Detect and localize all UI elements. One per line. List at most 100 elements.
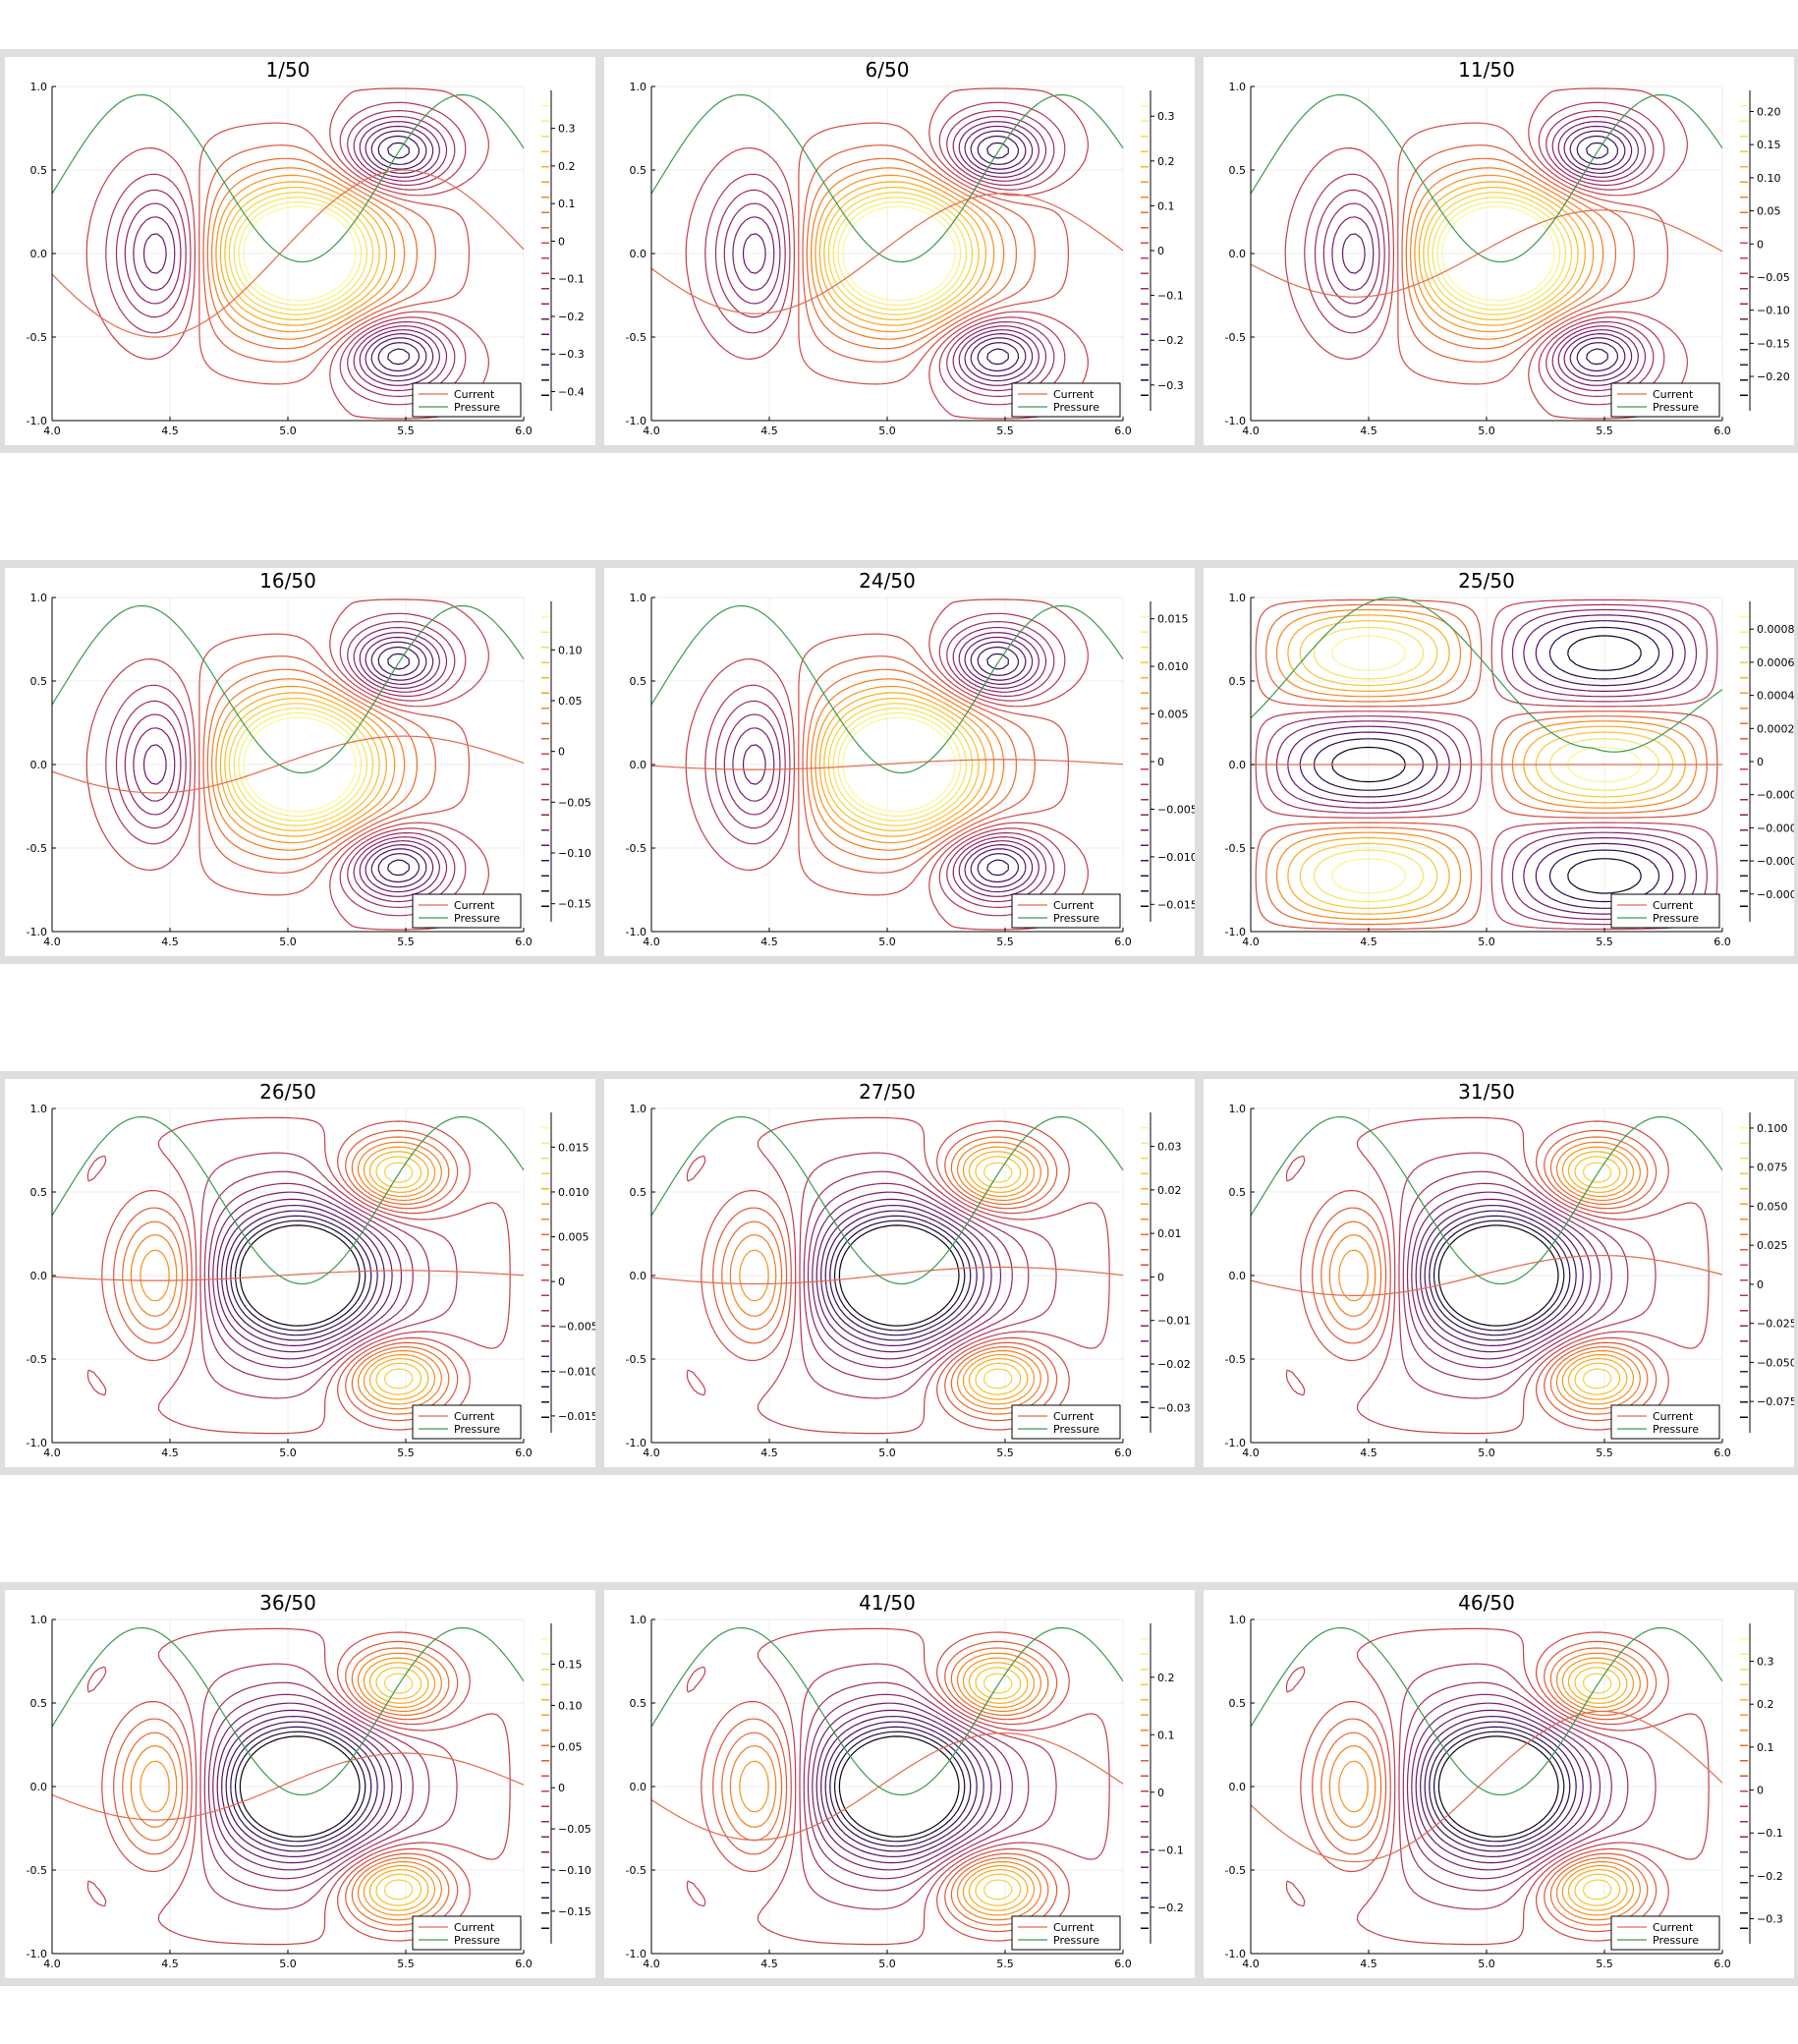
current-series-line <box>51 1752 525 1821</box>
y-tick-label: 0.5 <box>1229 1186 1247 1199</box>
contour-level <box>833 1220 966 1332</box>
contour-level <box>113 1129 459 1422</box>
contour-level <box>133 632 440 897</box>
contour-level <box>124 115 448 392</box>
y-tick-label: -1.0 <box>27 1437 47 1449</box>
pressure-series-line <box>51 93 525 263</box>
y-tick-label: -1.0 <box>27 926 47 938</box>
x-tick-label: 4.5 <box>161 936 179 948</box>
contour-level <box>1287 614 1686 915</box>
colorbar-tick-label: 0.20 <box>1757 105 1781 118</box>
colorbar-tick-label: −0.10 <box>558 1864 591 1877</box>
x-tick-label: 6.0 <box>515 425 533 437</box>
contour-level <box>1299 620 1674 909</box>
x-tick-label: 5.5 <box>397 936 415 948</box>
contour-level <box>833 1731 966 1843</box>
colorbar-tick-label: 0 <box>558 746 565 759</box>
contour-level <box>815 174 995 333</box>
contour-level <box>203 1170 430 1381</box>
x-tick-label: 5.0 <box>279 1447 297 1459</box>
contour-panel: 24/50 4.0 4.5 5.0 5.5 6.0 -1.0 -0.5 0.0 0.5 1.0 0.0… <box>604 568 1195 956</box>
grid-lines <box>1250 85 1723 422</box>
colorbar-tick-label: 0.0002 <box>1757 722 1794 735</box>
colorbar-tick-label: 0.2 <box>558 160 576 173</box>
contour-plot-svg: 11/50 4.0 4.5 5.0 5.5 6.0 -1.0 -0.5 0.0 0.5 1.0 0.2… <box>1225 58 1790 437</box>
y-tick-label: 0.0 <box>630 248 647 260</box>
colorbar-tick-label: 0.03 <box>1157 1141 1182 1154</box>
contour-level <box>1415 1709 1592 1864</box>
contour-level <box>122 1136 450 1415</box>
y-tick-label: 1.0 <box>1229 81 1247 93</box>
contour-level <box>815 1709 992 1864</box>
x-tick-label: 4.5 <box>1360 425 1377 437</box>
contour-level <box>723 115 1047 392</box>
contour-lines <box>686 1627 1110 1946</box>
colorbar-tick-label: −0.1 <box>1757 1827 1783 1840</box>
y-tick-label: 0.5 <box>630 164 647 177</box>
contour-lines <box>685 87 1089 420</box>
panel-title: 24/50 <box>859 569 916 593</box>
contour-level <box>203 1681 430 1892</box>
x-tick-label: 6.0 <box>1714 936 1731 948</box>
contour-level <box>729 1652 1041 1921</box>
colorbar-tick-label: −0.01 <box>1157 1315 1191 1328</box>
contour-level <box>1328 1141 1641 1410</box>
y-tick-label: 0.5 <box>630 1697 647 1710</box>
y-tick-label: 0.0 <box>30 1270 48 1282</box>
contour-level <box>199 1152 458 1399</box>
contour-level <box>234 1731 366 1843</box>
contour-level <box>1265 603 1708 926</box>
colorbar-tick-label: −0.0004 <box>1757 822 1794 834</box>
contour-level <box>1331 635 1642 894</box>
colorbar-tick-label: −0.02 <box>1157 1358 1191 1371</box>
colorbar-tick-label: 0.2 <box>1757 1698 1774 1711</box>
x-tick-label: 4.0 <box>43 936 61 948</box>
panel-title: 27/50 <box>859 1080 916 1104</box>
contour-level <box>714 110 1055 397</box>
contour-level <box>224 698 380 831</box>
contour-level <box>968 1662 1029 1911</box>
contour-level <box>842 716 956 813</box>
panel-title: 6/50 <box>866 58 910 82</box>
x-tick-label: 5.5 <box>996 1447 1014 1459</box>
colorbar-tick-label: −0.10 <box>558 847 591 860</box>
colorbar-tick-label: 0.10 <box>558 1699 583 1712</box>
y-tick-label: -1.0 <box>626 415 646 427</box>
contour-level <box>221 1205 385 1346</box>
contour-level <box>1432 197 1567 311</box>
contour-level <box>233 197 368 311</box>
contour-level <box>211 678 406 851</box>
contour-level <box>970 641 1027 888</box>
x-tick-label: 5.5 <box>996 1958 1014 1970</box>
contour-level <box>803 1681 1030 1892</box>
contour-level <box>86 1627 511 1946</box>
contour-level <box>113 1640 459 1933</box>
pressure-series-line <box>51 1115 525 1285</box>
x-tick-label: 5.5 <box>996 936 1014 948</box>
contour-level <box>140 1146 436 1405</box>
colorbar-tick-label: −0.005 <box>558 1321 595 1334</box>
contour-level <box>1586 142 1608 366</box>
colorbar-tick-label: −0.2 <box>1157 334 1184 347</box>
colorbar-tick-label: 0.02 <box>1157 1184 1182 1197</box>
contour-level <box>368 1662 429 1911</box>
colorbar: 0.0008 0.0006 0.0004 0.0002 0 −0.0002 −0.0004 −… <box>1740 601 1794 922</box>
x-tick-label: 5.0 <box>279 1958 297 1970</box>
colorbar-tick-label: 0 <box>1757 1785 1764 1797</box>
y-tick-label: -1.0 <box>27 1948 47 1960</box>
x-tick-label: 5.0 <box>1478 1447 1495 1459</box>
contour-level <box>975 1156 1022 1395</box>
contour-lines <box>1255 598 1718 931</box>
contour-panel: 27/50 4.0 4.5 5.0 5.5 6.0 -1.0 -0.5 0.0 0.5 1.0 0.0… <box>604 1079 1195 1467</box>
contour-level <box>811 678 1005 851</box>
contour-level <box>1437 1224 1559 1327</box>
contour-level <box>1313 626 1660 903</box>
colorbar-tick-label: 0.015 <box>558 1141 590 1154</box>
current-series-line <box>650 193 1124 314</box>
y-tick-label: -0.5 <box>1225 1353 1246 1366</box>
colorbar-tick-label: −0.010 <box>558 1365 595 1378</box>
x-tick-label: 5.0 <box>878 1958 896 1970</box>
contour-level <box>1397 122 1668 385</box>
